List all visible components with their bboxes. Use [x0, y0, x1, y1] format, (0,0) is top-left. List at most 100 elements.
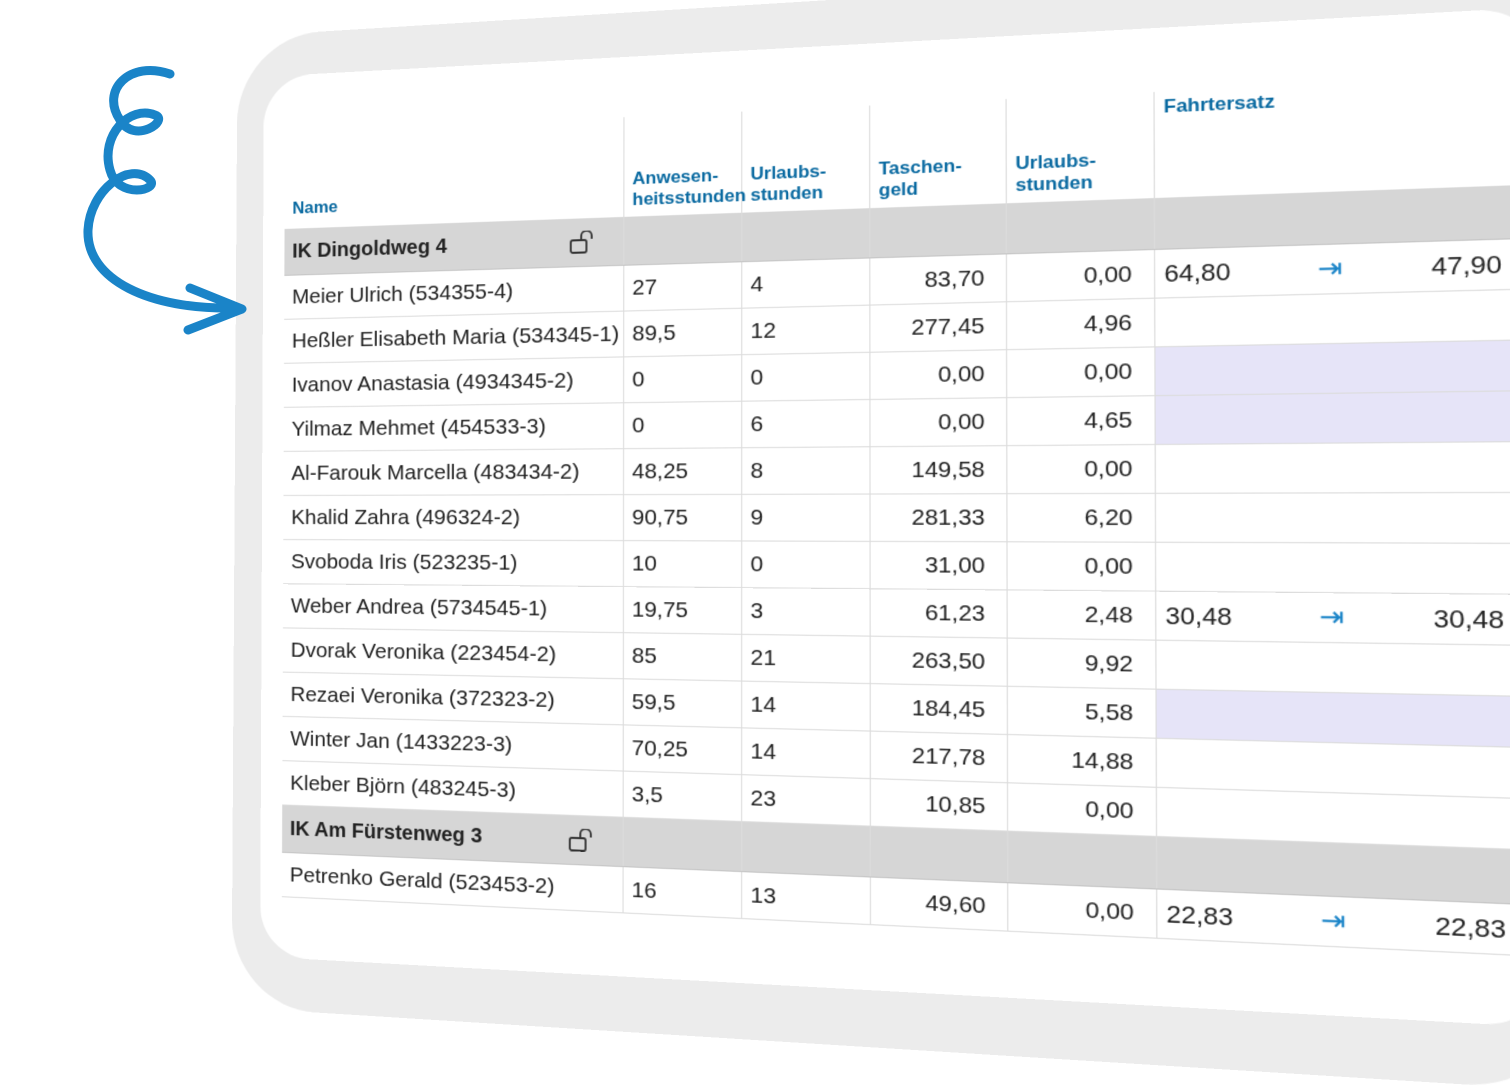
- group-cell: [741, 208, 869, 262]
- urlaubsstunden-cell[interactable]: 23: [741, 775, 870, 826]
- urlaubsstunden-value-cell: 0,00: [1006, 542, 1155, 591]
- fahrtersatz-cell[interactable]: [1155, 640, 1510, 696]
- taschengeld-cell: 83,70: [869, 254, 1006, 305]
- taschengeld-cell: 0,00: [869, 398, 1006, 447]
- anwesenheitsstunden-cell[interactable]: 59,5: [623, 679, 741, 728]
- fahrtersatz-value: 64,80: [1164, 257, 1231, 288]
- anwesenheitsstunden-cell[interactable]: 85: [623, 633, 741, 681]
- fahrtersatz-cell[interactable]: 64,80 ⇥ 47,90: [1154, 238, 1510, 298]
- fahrtersatz-value: 22,83: [1166, 899, 1233, 931]
- urlaubsstunden-cell[interactable]: 8: [741, 447, 869, 495]
- urlaubsstunden-value-cell: 14,88: [1007, 734, 1156, 787]
- urlaubsstunden-cell[interactable]: 4: [741, 258, 869, 308]
- anwesenheitsstunden-cell[interactable]: 0: [623, 401, 741, 448]
- group-cell: [869, 203, 1006, 258]
- employee-name: Yilmaz Mehmet (454533-3): [284, 403, 623, 452]
- employee-name: Khalid Zahra (496324-2): [283, 495, 623, 541]
- group-cell: [1007, 831, 1156, 889]
- employee-name: Ivanov Anastasia (4934345-2): [284, 357, 623, 407]
- arrow-right-to-bar-icon[interactable]: ⇥: [1319, 601, 1344, 634]
- anwesenheitsstunden-cell[interactable]: 89,5: [623, 308, 741, 357]
- arrow-right-to-bar-icon[interactable]: ⇥: [1317, 252, 1342, 285]
- fahrtersatz-cell[interactable]: [1155, 542, 1510, 594]
- fahrtersatz-applied-value: 47,90: [1431, 249, 1502, 281]
- app-screen: Name Anwesen-heitsstunden Urlaubs-stunde…: [260, 7, 1510, 1028]
- column-header-anwesenheitsstunden[interactable]: Anwesen-heitsstunden: [623, 112, 741, 217]
- column-header-urlaubsstunden-2[interactable]: Urlaubs-stunden: [1005, 92, 1153, 203]
- group-cell: [623, 213, 741, 266]
- fahrtersatz-cell[interactable]: 30,48 ⇥ 30,48: [1155, 591, 1510, 645]
- fahrtersatz-applied-value: 30,48: [1433, 604, 1504, 635]
- unlocked-padlock-icon[interactable]: [568, 230, 595, 254]
- fahrtersatz-cell[interactable]: [1155, 441, 1510, 493]
- urlaubsstunden-value-cell: 9,92: [1007, 638, 1156, 689]
- column-header-taschengeld[interactable]: Taschen-geld: [869, 99, 1006, 208]
- employee-name: Al-Farouk Marcella (483434-2): [283, 449, 623, 496]
- hours-table: Name Anwesen-heitsstunden Urlaubs-stunde…: [282, 74, 1510, 957]
- taschengeld-cell: 31,00: [870, 541, 1007, 590]
- group-cell: [623, 817, 742, 871]
- urlaubsstunden-value-cell: 0,00: [1007, 783, 1156, 837]
- employee-name: Svoboda Iris (523235-1): [283, 540, 623, 587]
- table-body: IK Dingoldweg 4 Meier Ulrich (534355-4) 27…: [282, 185, 1510, 957]
- urlaubsstunden-cell[interactable]: 0: [741, 352, 869, 401]
- table-row[interactable]: Al-Farouk Marcella (483434-2) 48,25 8 149,5…: [283, 441, 1510, 495]
- urlaubsstunden-cell[interactable]: 9: [741, 494, 869, 541]
- anwesenheitsstunden-cell[interactable]: 90,75: [623, 494, 741, 541]
- anwesenheitsstunden-cell[interactable]: 10: [623, 541, 741, 588]
- fahrtersatz-cell[interactable]: [1154, 289, 1510, 347]
- fahrtersatz-cell[interactable]: [1155, 492, 1510, 543]
- group-cell: [870, 826, 1007, 883]
- urlaubsstunden-value-cell: 5,58: [1007, 686, 1156, 738]
- urlaubsstunden-value-cell: 4,65: [1006, 396, 1154, 446]
- taschengeld-cell: 10,85: [870, 779, 1007, 832]
- urlaubsstunden-value-cell: 0,00: [1006, 249, 1154, 301]
- group-cell: [1006, 198, 1154, 254]
- urlaubsstunden-value-cell: 0,00: [1007, 883, 1156, 938]
- fahrtersatz-applied-value: 22,83: [1435, 911, 1506, 944]
- urlaubsstunden-cell[interactable]: 13: [741, 872, 870, 925]
- taschengeld-cell: 0,00: [869, 350, 1006, 400]
- arrow-right-to-bar-icon[interactable]: ⇥: [1320, 904, 1345, 938]
- taschengeld-cell: 149,58: [869, 446, 1006, 494]
- fahrtersatz-value: 30,48: [1165, 601, 1232, 631]
- taschengeld-cell: 61,23: [870, 589, 1007, 638]
- column-header-urlaubsstunden[interactable]: Urlaubs-stunden: [741, 106, 869, 213]
- spiral-arrow-icon: [60, 60, 260, 350]
- taschengeld-cell: 281,33: [869, 494, 1006, 542]
- taschengeld-cell: 49,60: [870, 877, 1007, 931]
- column-header-fahrtersatz[interactable]: Fahrtersatz: [1153, 74, 1510, 198]
- taschengeld-cell: 277,45: [869, 302, 1006, 352]
- table-row[interactable]: Khalid Zahra (496324-2) 90,75 9 281,33 6,20: [283, 492, 1510, 543]
- urlaubsstunden-value-cell: 6,20: [1006, 493, 1155, 542]
- anwesenheitsstunden-cell[interactable]: 48,25: [623, 448, 741, 495]
- urlaubsstunden-cell[interactable]: 12: [741, 305, 869, 355]
- anwesenheitsstunden-cell[interactable]: 16: [623, 867, 742, 919]
- anwesenheitsstunden-cell[interactable]: 0: [623, 355, 741, 403]
- taschengeld-cell: 217,78: [870, 731, 1007, 783]
- taschengeld-cell: 184,45: [870, 684, 1007, 735]
- unlocked-padlock-icon[interactable]: [567, 828, 594, 852]
- employee-name: Weber Andrea (5734545-1): [283, 584, 623, 633]
- anwesenheitsstunden-cell[interactable]: 3,5: [623, 771, 742, 821]
- urlaubsstunden-cell[interactable]: 14: [741, 681, 870, 731]
- employee-name: Dvorak Veronika (223454-2): [283, 628, 623, 679]
- urlaubsstunden-value-cell: 4,96: [1006, 298, 1154, 350]
- anwesenheitsstunden-cell[interactable]: 19,75: [623, 587, 741, 635]
- urlaubsstunden-cell[interactable]: 6: [741, 399, 869, 447]
- column-header-name[interactable]: Name: [285, 117, 624, 229]
- fahrtersatz-cell[interactable]: [1154, 391, 1510, 445]
- group-cell: [741, 821, 870, 876]
- fahrtersatz-cell[interactable]: [1154, 340, 1510, 396]
- urlaubsstunden-cell[interactable]: 0: [741, 541, 869, 589]
- urlaubsstunden-cell[interactable]: 14: [741, 728, 870, 779]
- urlaubsstunden-value-cell: 2,48: [1007, 590, 1156, 640]
- urlaubsstunden-value-cell: 0,00: [1006, 444, 1155, 493]
- urlaubsstunden-cell[interactable]: 21: [741, 634, 869, 683]
- employee-name: Heßler Elisabeth Maria (534345-1): [284, 311, 623, 363]
- urlaubsstunden-cell[interactable]: 3: [741, 588, 869, 636]
- hours-table-container: Name Anwesen-heitsstunden Urlaubs-stunde…: [282, 74, 1510, 957]
- anwesenheitsstunden-cell[interactable]: 27: [623, 262, 741, 311]
- taschengeld-cell: 263,50: [870, 636, 1007, 686]
- anwesenheitsstunden-cell[interactable]: 70,25: [623, 725, 741, 775]
